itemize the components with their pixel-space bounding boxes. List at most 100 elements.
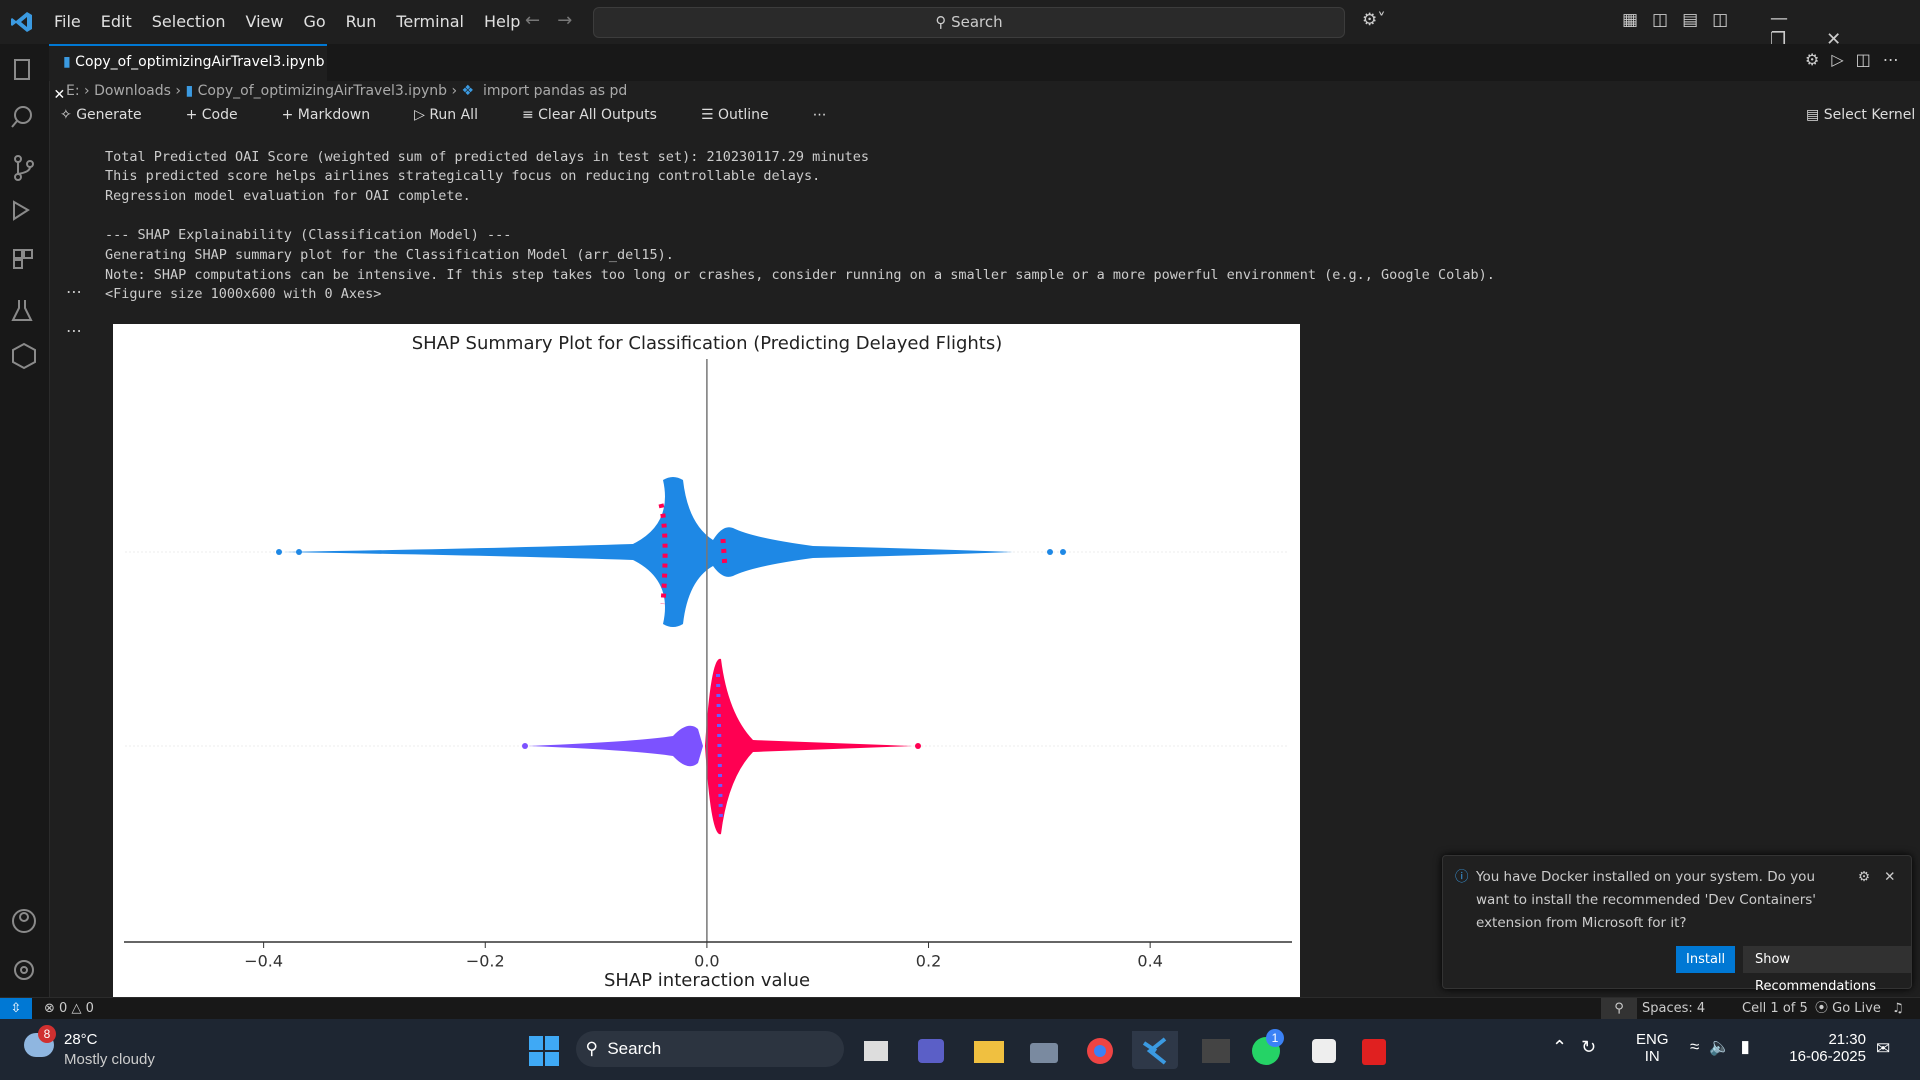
x-tick-label: 0.0: [694, 952, 719, 971]
menu-item[interactable]: Run: [345, 12, 377, 31]
decor: [13, 200, 30, 221]
toolbar-button[interactable]: ▷ Run All: [414, 107, 478, 123]
decor: [705, 658, 913, 835]
menu-item[interactable]: Selection: [151, 12, 226, 31]
decor: [918, 1039, 944, 1063]
taskbar-apps[interactable]: [860, 1031, 1400, 1071]
decor: [529, 1052, 543, 1066]
activity-bar: [0, 44, 50, 997]
label: Run All: [429, 107, 478, 123]
crumb[interactable]: import pandas as pd: [482, 83, 628, 99]
language[interactable]: ENG IN: [1636, 1031, 1669, 1065]
decor: [13, 259, 23, 269]
decor: [1047, 549, 1053, 555]
taskbar-search[interactable]: ⚲ Search: [576, 1031, 844, 1067]
label: Search: [607, 1039, 662, 1058]
tray-icons[interactable]: ⌃↻: [1552, 1037, 1611, 1057]
remote-button[interactable]: ⇳: [0, 998, 32, 1020]
decor: [14, 155, 22, 163]
toolbar-button[interactable]: ☰ Outline: [700, 107, 769, 123]
label: Markdown: [297, 107, 371, 123]
notification-text: You have Docker installed on your system…: [1476, 869, 1816, 931]
decor: [11, 300, 33, 321]
decor: [658, 503, 728, 605]
title-bar: File Edit Selection View Go Run Terminal Help ←…: [0, 0, 1920, 50]
x-tick-label: 0.2: [916, 952, 941, 971]
editor-tab[interactable]: ▮ Copy_of_optimizingAirTravel3.ipynb ✕: [49, 44, 327, 103]
command-center[interactable]: ⚲ Search: [593, 7, 1345, 38]
decor: [283, 477, 1013, 627]
output-menu[interactable]: ⋯: [66, 282, 82, 301]
menu-item[interactable]: View: [245, 12, 284, 31]
cell-indicator[interactable]: Cell 1 of 5: [1742, 1001, 1808, 1016]
activity-icons[interactable]: [0, 44, 49, 997]
notifications[interactable]: ✉: [1876, 1039, 1891, 1058]
tab-bar: ▮ Copy_of_optimizingAirTravel3.ipynb ✕ ⚙…: [49, 44, 1920, 103]
output-line: Note: SHAP computations can be intensive…: [105, 266, 1495, 283]
lang: ENG: [1636, 1031, 1669, 1048]
more[interactable]: ⋯: [812, 107, 827, 123]
output-menu[interactable]: ⋯: [66, 321, 82, 340]
menu-item[interactable]: Edit: [100, 12, 132, 31]
start-button[interactable]: [529, 1036, 559, 1066]
toolbar-button[interactable]: ✧ Generate: [60, 107, 142, 123]
decor: [19, 912, 29, 922]
toolbar-button[interactable]: + Code: [185, 107, 238, 123]
taskbar: 8 28°C Mostly cloudy ⚲ Search 1 ⌃↻ ENG IN…: [0, 1019, 1920, 1080]
label: Go Live: [1832, 1001, 1881, 1016]
clock[interactable]: 21:30 16-06-2025: [1780, 1031, 1866, 1065]
date: 16-06-2025: [1789, 1048, 1866, 1065]
bell[interactable]: ♫: [1892, 1001, 1904, 1016]
region: IN: [1644, 1048, 1660, 1065]
recommendations-button[interactable]: Show Recommendations: [1743, 946, 1911, 994]
install-button[interactable]: Install: [1676, 946, 1736, 973]
output-line: --- SHAP Explainability (Classification …: [105, 227, 512, 244]
decor: [1060, 549, 1066, 555]
decor: [1142, 1037, 1167, 1065]
menu-item[interactable]: Go: [303, 12, 326, 31]
decor: [14, 106, 32, 124]
system-icons[interactable]: ≈🔈▮: [1690, 1037, 1760, 1056]
layout-controls[interactable]: ▦◫▤◫: [1622, 10, 1743, 30]
decor: [17, 162, 31, 175]
output-line: Generating SHAP summary plot for the Cla…: [105, 246, 674, 263]
notification-actions[interactable]: ⚙✕: [1858, 869, 1910, 885]
toolbar-button[interactable]: ≡ Clear All Outputs: [521, 107, 657, 123]
toolbar-button[interactable]: + Markdown: [281, 107, 371, 123]
decor: [14, 173, 22, 181]
menu-item[interactable]: Terminal: [396, 12, 464, 31]
x-tick-label: 0.4: [1137, 952, 1162, 971]
decor: [545, 1036, 559, 1050]
decor: [915, 743, 921, 749]
go-live[interactable]: ⦿ Go Live: [1815, 1001, 1881, 1016]
zoom[interactable]: ⚲: [1601, 998, 1637, 1020]
editor-actions[interactable]: ⚙▷◫⋯: [1805, 50, 1911, 69]
whatsapp-badge: 1: [1266, 1029, 1284, 1047]
time: 21:30: [1828, 1031, 1866, 1048]
status-bar: ⇳ ⊗ 0 △ 0 ⚲ Spaces: 4 Cell 1 of 5 ⦿ Go L…: [0, 997, 1920, 1020]
menu-item[interactable]: Help: [483, 12, 521, 31]
kernel-picker[interactable]: ▤ Select Kernel: [1806, 107, 1916, 123]
decor: [296, 549, 302, 555]
menu-item[interactable]: File: [54, 12, 81, 31]
x-tick-label: −0.2: [466, 952, 505, 971]
decor: [12, 909, 36, 933]
cell-output: Total Predicted OAI Score (weighted sum …: [105, 128, 1605, 298]
decor: [14, 59, 30, 80]
nav-arrows[interactable]: ← →: [525, 10, 573, 31]
copilot[interactable]: ⚙˅: [1362, 10, 1386, 30]
decor: ❖: [461, 83, 475, 99]
crumb[interactable]: Downloads: [94, 83, 171, 99]
crumb[interactable]: Copy_of_optimizingAirTravel3.ipynb: [197, 83, 448, 99]
spaces[interactable]: Spaces: 4: [1642, 1001, 1706, 1016]
tab-title: Copy_of_optimizingAirTravel3.ipynb: [75, 54, 325, 70]
decor: [545, 1052, 559, 1066]
problems[interactable]: ⊗ 0 △ 0: [44, 1001, 94, 1016]
decor: [1202, 1039, 1230, 1063]
decor: [864, 1041, 888, 1061]
label: Select Kernel: [1823, 107, 1916, 123]
decor: [522, 743, 528, 749]
crumb[interactable]: E:: [66, 83, 80, 99]
